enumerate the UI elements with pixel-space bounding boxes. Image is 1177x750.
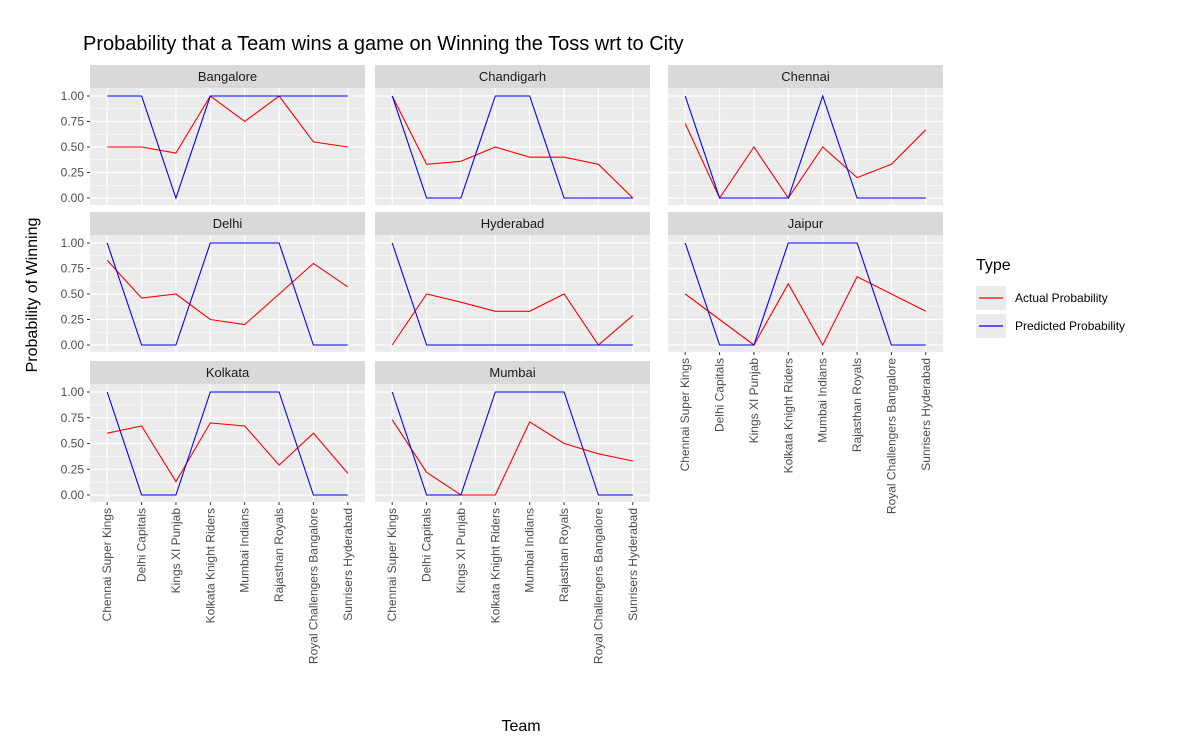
x-tick-label: Rajasthan Royals xyxy=(272,508,286,602)
x-tick-label: Kolkata Knight Riders xyxy=(488,508,502,623)
x-tick-label: Delhi Capitals xyxy=(420,508,434,582)
facet-strip-label: Delhi xyxy=(213,216,243,231)
facet-strip xyxy=(375,212,650,235)
predicted-probability-line xyxy=(391,95,633,199)
x-tick-label: Mumbai Indians xyxy=(816,358,830,443)
x-tick-label: Sunrisers Hyderabad xyxy=(626,508,640,621)
x-tick-label: Mumbai Indians xyxy=(238,508,252,593)
actual-probability-line xyxy=(107,422,349,483)
actual-probability-line xyxy=(391,95,634,199)
legend-entry-label: Predicted Probability xyxy=(1015,319,1125,333)
predicted-probability-line xyxy=(106,391,348,496)
actual-probability-line xyxy=(684,123,927,200)
facet-panel-mumbai: Mumbai Chennai Super Kings Delhi Capitals K… xyxy=(375,361,650,664)
y-tick-label: 0.00 xyxy=(61,338,85,352)
y-tick-label: 0.00 xyxy=(61,191,85,205)
y-tick-label: 0.00 xyxy=(61,488,85,502)
facet-strip-label: Chandigarh xyxy=(479,69,546,84)
x-tick-label: Kings XI Punjab xyxy=(454,508,468,594)
x-tick-label: Delhi Capitals xyxy=(135,508,149,582)
facet-strip-label: Kolkata xyxy=(206,365,250,380)
y-tick-label: 0.25 xyxy=(61,313,85,327)
legend: Type Actual Probability Predicted Probabi… xyxy=(976,257,1125,338)
predicted-probability-line xyxy=(107,95,348,200)
x-tick-label: Kings XI Punjab xyxy=(747,358,761,444)
facet-strip-label: Chennai xyxy=(781,69,830,84)
predicted-probability-line xyxy=(391,242,633,346)
facet-panels: Bangalore 0.00 0.25 0.50 0.75 1.00 Chandigarh C… xyxy=(61,65,943,664)
actual-probability-line xyxy=(684,275,927,347)
y-tick-label: 0.50 xyxy=(61,287,85,301)
facet-panel-delhi: Delhi 0.00 0.25 0.50 0.75 1.00 xyxy=(61,212,365,352)
facet-strip-label: Bangalore xyxy=(198,69,257,84)
facet-strip-label: Jaipur xyxy=(788,216,824,231)
predicted-probability-line xyxy=(106,242,348,346)
y-axis-label: Probability of Winning xyxy=(24,218,41,373)
x-tick-label: Kolkata Knight Riders xyxy=(781,358,795,473)
actual-probability-line xyxy=(391,293,634,346)
y-tick-label: 0.50 xyxy=(61,140,85,154)
facet-strip xyxy=(90,361,365,384)
legend-title: Type xyxy=(976,257,1011,274)
actual-probability-line xyxy=(391,419,633,496)
predicted-probability-line xyxy=(684,94,926,199)
predicted-probability-line xyxy=(391,391,633,496)
x-tick-label: Chennai Super Kings xyxy=(100,508,114,621)
x-tick-label: Royal Challengers Bangalore xyxy=(591,508,605,664)
y-tick-label: 0.75 xyxy=(61,262,85,276)
x-tick-label: Kings XI Punjab xyxy=(169,508,183,594)
facet-panel-chandigarh: Chandigarh xyxy=(375,65,650,205)
x-tick-label: Royal Challengers Bangalore xyxy=(884,358,898,514)
x-tick-label: Kolkata Knight Riders xyxy=(203,508,217,623)
x-tick-label: Delhi Capitals xyxy=(713,358,727,432)
predicted-probability-line xyxy=(684,242,926,346)
y-tick-label: 0.25 xyxy=(61,462,85,476)
facet-panel-bangalore: Bangalore 0.00 0.25 0.50 0.75 1.00 xyxy=(61,65,365,205)
legend-entry-label: Actual Probability xyxy=(1015,291,1108,305)
facet-panel-chennai: Chennai xyxy=(668,65,943,205)
x-tick-label: Sunrisers Hyderabad xyxy=(919,358,933,471)
facet-strip xyxy=(668,212,943,235)
x-axis-label: Team xyxy=(501,718,540,735)
y-tick-label: 0.75 xyxy=(61,115,85,129)
facet-strip-label: Mumbai xyxy=(489,365,535,380)
facet-strip xyxy=(90,212,365,235)
x-tick-label: Rajasthan Royals xyxy=(850,358,864,452)
x-tick-label: Mumbai Indians xyxy=(523,508,537,593)
facet-strip xyxy=(90,65,365,88)
x-tick-label: Sunrisers Hyderabad xyxy=(341,508,355,621)
y-tick-label: 1.00 xyxy=(61,89,85,103)
actual-probability-line xyxy=(106,259,349,326)
x-tick-label: Royal Challengers Bangalore xyxy=(306,508,320,664)
x-tick-label: Chennai Super Kings xyxy=(678,358,692,471)
chart-title: Probability that a Team wins a game on W… xyxy=(83,33,684,55)
facet-panel-kolkata: Kolkata 0.00 0.25 0.50 0.75 1.00 Chennai Super… xyxy=(61,361,365,664)
facet-panel-hyderabad: Hyderabad xyxy=(375,212,650,352)
y-tick-label: 0.75 xyxy=(61,411,85,425)
facet-strip-label: Hyderabad xyxy=(481,216,545,231)
actual-probability-line xyxy=(107,95,348,154)
x-tick-label: Chennai Super Kings xyxy=(385,508,399,621)
facet-strip xyxy=(375,361,650,384)
y-tick-label: 1.00 xyxy=(61,385,85,399)
x-tick-label: Rajasthan Royals xyxy=(557,508,571,602)
facet-panel-jaipur: Jaipur Chennai Super Kings Delhi Capitals K… xyxy=(668,212,943,514)
y-tick-label: 0.50 xyxy=(61,437,85,451)
y-tick-label: 0.25 xyxy=(61,166,85,180)
facet-strip xyxy=(375,65,650,88)
facet-strip xyxy=(668,65,943,88)
y-tick-label: 1.00 xyxy=(61,236,85,250)
